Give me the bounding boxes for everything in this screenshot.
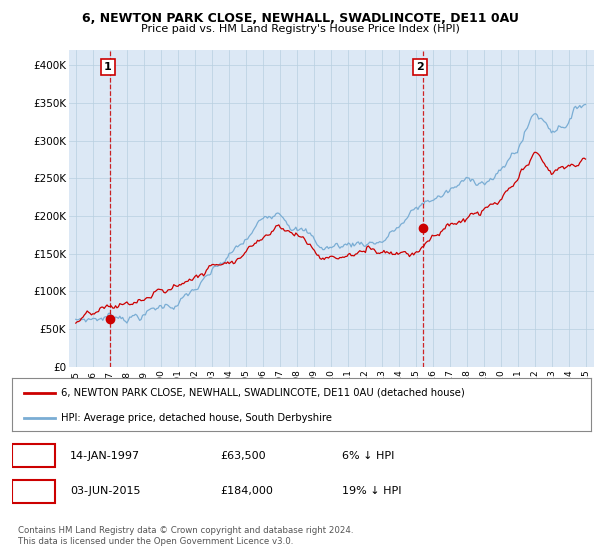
- Text: Contains HM Land Registry data © Crown copyright and database right 2024.
This d: Contains HM Land Registry data © Crown c…: [18, 526, 353, 546]
- FancyBboxPatch shape: [12, 480, 55, 502]
- Text: 6, NEWTON PARK CLOSE, NEWHALL, SWADLINCOTE, DE11 0AU (detached house): 6, NEWTON PARK CLOSE, NEWHALL, SWADLINCO…: [61, 388, 465, 398]
- Text: 14-JAN-1997: 14-JAN-1997: [70, 451, 140, 461]
- FancyBboxPatch shape: [12, 445, 55, 467]
- Text: Price paid vs. HM Land Registry's House Price Index (HPI): Price paid vs. HM Land Registry's House …: [140, 24, 460, 34]
- Text: £184,000: £184,000: [220, 486, 274, 496]
- Text: HPI: Average price, detached house, South Derbyshire: HPI: Average price, detached house, Sout…: [61, 413, 332, 423]
- Text: 6, NEWTON PARK CLOSE, NEWHALL, SWADLINCOTE, DE11 0AU: 6, NEWTON PARK CLOSE, NEWHALL, SWADLINCO…: [82, 12, 518, 25]
- Text: 2: 2: [29, 485, 38, 498]
- Text: 1: 1: [104, 62, 112, 72]
- Text: 03-JUN-2015: 03-JUN-2015: [70, 486, 140, 496]
- Text: 2: 2: [416, 62, 424, 72]
- Text: £63,500: £63,500: [220, 451, 266, 461]
- Text: 19% ↓ HPI: 19% ↓ HPI: [342, 486, 401, 496]
- Text: 6% ↓ HPI: 6% ↓ HPI: [342, 451, 394, 461]
- Text: 1: 1: [29, 449, 38, 462]
